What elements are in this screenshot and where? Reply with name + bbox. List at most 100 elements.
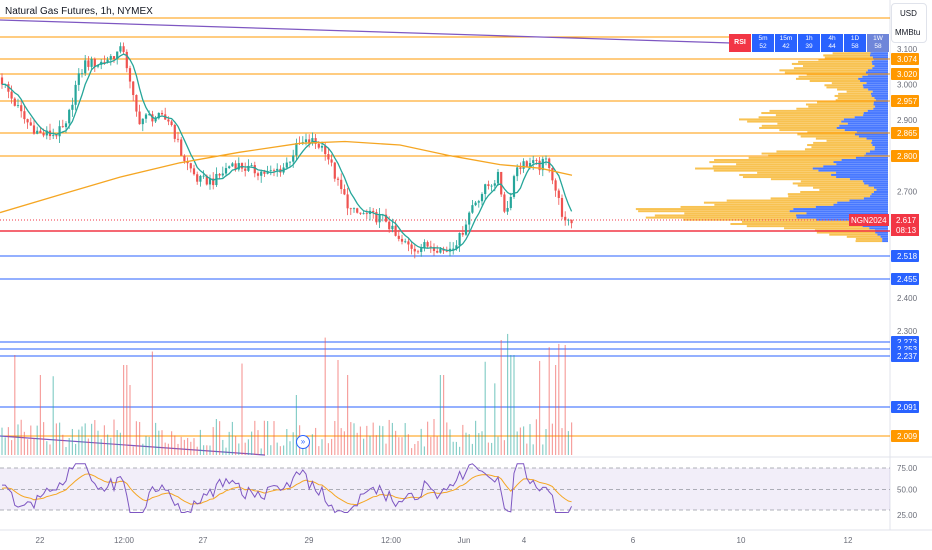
volume-bar bbox=[129, 385, 131, 455]
volume-bar bbox=[33, 437, 35, 455]
vp-bar bbox=[865, 152, 888, 155]
rsi-pane[interactable] bbox=[0, 463, 890, 514]
time-axis[interactable]: 22 12:00 27 29 12:00 Jun 4 6 10 12 bbox=[36, 536, 853, 545]
rsi-tick-label: 50.00 bbox=[897, 486, 918, 495]
candle-body bbox=[221, 173, 224, 176]
vp-bar bbox=[811, 146, 875, 149]
volume-bar bbox=[59, 422, 61, 455]
volume-bar bbox=[161, 430, 163, 455]
candle-body bbox=[244, 168, 247, 171]
candle-body bbox=[119, 46, 122, 52]
candle-body bbox=[362, 213, 365, 215]
level-tag-blue-bg bbox=[891, 250, 919, 262]
volume-bar bbox=[481, 431, 483, 455]
candle-body bbox=[84, 60, 87, 74]
candle-body bbox=[167, 119, 170, 122]
vp-bar bbox=[777, 122, 848, 125]
vp-bar bbox=[784, 71, 866, 74]
rsi-tick-label: 75.00 bbox=[897, 464, 918, 473]
volume-bar bbox=[71, 428, 73, 455]
volume-bar bbox=[363, 438, 365, 455]
volume-bar bbox=[273, 421, 275, 455]
candle-body bbox=[186, 161, 189, 164]
volume-bar bbox=[84, 423, 86, 455]
rsi-cell-tf: 1W bbox=[873, 35, 883, 42]
level-tag-blue: 2.237 bbox=[897, 352, 918, 361]
vp-bar bbox=[709, 161, 834, 164]
volume-bar bbox=[62, 434, 64, 455]
vp-bar bbox=[795, 77, 859, 80]
vp-bar bbox=[703, 201, 838, 204]
vp-bar bbox=[829, 233, 878, 236]
vp-bar bbox=[695, 167, 813, 170]
vp-bar bbox=[823, 165, 888, 168]
volume-bar bbox=[347, 375, 349, 455]
volume-bar bbox=[132, 446, 134, 455]
price-axis[interactable]: 3.100 3.000 2.900 2.700 2.400 2.300 75.00 50.00… bbox=[897, 45, 918, 520]
candle-body bbox=[240, 163, 244, 169]
rsi-cell-value: 44 bbox=[828, 43, 836, 50]
candle-body bbox=[304, 139, 308, 143]
candle-body bbox=[138, 111, 141, 125]
vp-bar bbox=[832, 52, 871, 55]
volume-bar bbox=[151, 351, 153, 455]
vp-bar bbox=[807, 131, 857, 134]
vp-bar bbox=[855, 237, 883, 240]
rsi-cell-tf: 4h bbox=[828, 35, 836, 42]
vp-bar bbox=[796, 216, 888, 219]
volume-bar bbox=[199, 429, 201, 455]
candle-body bbox=[183, 155, 186, 162]
replay-forward-icon[interactable]: » bbox=[296, 435, 310, 449]
vp-bar bbox=[800, 190, 874, 193]
vp-bar bbox=[714, 158, 842, 161]
vp-bar bbox=[747, 120, 842, 123]
rsi-multitimeframe-table: RSI 5m 52 15m 42 1h 39 4h 44 1D 58 1W 58 bbox=[729, 34, 890, 52]
volume-bar bbox=[164, 442, 166, 455]
vp-bar bbox=[872, 56, 888, 59]
vp-bar bbox=[874, 97, 888, 100]
volume-bar bbox=[423, 446, 425, 455]
vp-bar bbox=[836, 163, 888, 166]
volume-bar bbox=[321, 439, 323, 455]
vp-bar bbox=[835, 99, 876, 102]
volume-bar bbox=[414, 444, 416, 455]
volume-bar bbox=[567, 431, 569, 455]
price-tick-label: 2.700 bbox=[897, 187, 918, 196]
candle-body bbox=[509, 196, 512, 208]
vp-bar bbox=[869, 227, 888, 230]
vp-bar bbox=[806, 73, 868, 76]
volume-bar bbox=[254, 420, 256, 455]
volume-bar bbox=[110, 437, 112, 455]
candle-body bbox=[506, 207, 509, 212]
vp-bar bbox=[872, 67, 888, 70]
vp-bar bbox=[741, 220, 862, 223]
volume-bar bbox=[542, 444, 544, 455]
volume-bar bbox=[366, 425, 368, 455]
vp-bar bbox=[837, 97, 875, 100]
vp-bar bbox=[833, 161, 888, 164]
candle-body bbox=[122, 46, 125, 52]
volume-bar bbox=[135, 421, 137, 455]
time-tick-label: 29 bbox=[305, 536, 314, 545]
candle-body bbox=[445, 250, 448, 252]
volume-bar bbox=[433, 419, 435, 455]
last-price-tag-bg bbox=[891, 214, 919, 236]
level-tag-orange-bg bbox=[891, 430, 919, 442]
vp-bar bbox=[758, 116, 855, 119]
vp-bar bbox=[847, 122, 888, 125]
candle-body bbox=[570, 219, 573, 224]
volume-bar bbox=[225, 447, 227, 455]
vp-bar bbox=[808, 105, 876, 108]
vp-bar bbox=[789, 210, 888, 213]
countdown-tag: 08:13 bbox=[896, 226, 917, 235]
currency-label: USD bbox=[900, 9, 917, 18]
vp-bar bbox=[866, 137, 888, 140]
rsi-cell-tf: 1h bbox=[805, 35, 813, 42]
vp-bar bbox=[683, 218, 817, 221]
candles[interactable] bbox=[0, 42, 573, 259]
vp-bar bbox=[841, 158, 888, 161]
unit-selector[interactable]: USD MMBtu bbox=[891, 3, 927, 43]
candle-body bbox=[384, 214, 388, 222]
